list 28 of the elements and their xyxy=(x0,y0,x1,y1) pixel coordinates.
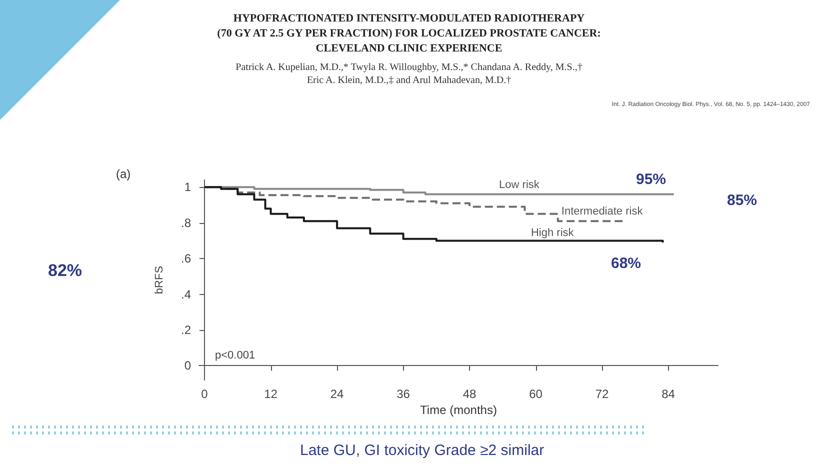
annotation: p<0.001 xyxy=(215,350,256,362)
y-tick-label: .2 xyxy=(180,323,192,337)
x-tick-label: 72 xyxy=(595,387,610,401)
y-tick-label: .8 xyxy=(180,216,192,230)
y-tick-label: 0 xyxy=(184,358,192,373)
annotation: Low risk xyxy=(499,178,540,191)
y-tick-label: .6 xyxy=(180,252,192,266)
annotation: High risk xyxy=(530,227,574,239)
annotation: Intermediate risk xyxy=(561,206,644,218)
x-tick-label: 84 xyxy=(662,387,676,401)
chart-title: HYPOFRACTIONATED INTENSITY-MODULATED RADIOTHERAPY (70 GY AT 2.5 GY PER FRACTION) FOR LOCALIZED PROSTATE CANCER: CLEVELAND CLINIC EXPERIENCE xyxy=(217,12,601,54)
chart-subtitle: Patrick A. Kupelian, M.D.,* Twyla R. Willoughby, M.S.,* Chandana A. Reddy, M.S.,† Eric A. Klein, M.D.,‡ and Arul Mahadevan, M.D.† xyxy=(236,62,582,86)
x-tick-label: 0 xyxy=(201,387,208,401)
text: (a) xyxy=(116,167,131,181)
annotation: 68% xyxy=(611,255,642,272)
x-tick-label: 48 xyxy=(462,387,477,401)
x-tick-label: 24 xyxy=(330,387,344,401)
x-tick-label: 12 xyxy=(264,387,278,401)
y-tick-label: .4 xyxy=(180,287,192,302)
text: Late GU, GI toxicity Grade ≥2 similar xyxy=(300,442,544,459)
text: 85% xyxy=(727,192,758,209)
x-axis-title: Time (months) xyxy=(420,403,497,417)
text: 82% xyxy=(48,261,82,280)
annotation: 95% xyxy=(636,171,666,188)
x-tick-label: 60 xyxy=(529,387,543,401)
y-tick-label: 1 xyxy=(184,180,192,194)
x-tick-label: 36 xyxy=(396,387,410,401)
y-axis-title: bRFS xyxy=(154,266,166,294)
